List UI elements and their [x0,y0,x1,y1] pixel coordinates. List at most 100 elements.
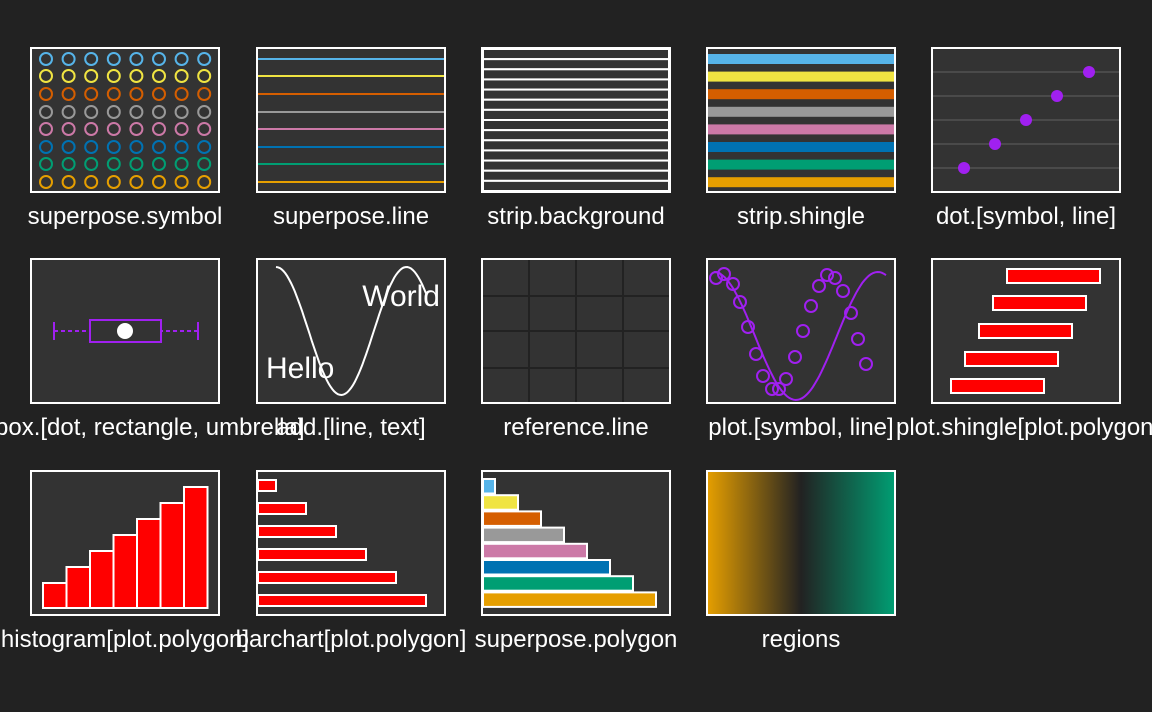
dot-point [989,138,1001,150]
strip-shingle-panel [706,47,896,193]
histogram-bar [112,534,138,609]
strip-background-strip [482,179,670,193]
reference-line-label: reference.line [503,414,649,441]
plot-symbol [709,271,723,285]
reference-grid-lines [483,260,669,402]
plot-symbol [756,369,770,383]
dot-symbol-line-label: dot.[symbol, line] [935,203,1117,230]
barchart-bar [257,571,397,584]
superpose-symbol-circle [197,157,212,171]
superpose-symbol-circle [174,157,189,171]
plot-symbol [851,332,865,346]
superpose-symbol-circle [39,157,53,171]
superpose-symbol-circles [39,52,212,189]
superpose-symbol-circle [106,105,121,119]
superpose-symbol-circle [129,157,144,171]
superpose-polygon-bar [482,478,496,495]
strip-background-strip [482,58,670,71]
superpose-symbol-circle [197,140,212,154]
box-median-dot [117,323,133,339]
strip-background-strips [482,48,670,193]
superpose-symbol-circle [174,69,189,83]
superpose-symbol-circle [39,105,53,119]
superpose-symbol-circle [174,122,189,136]
plot-symbol [772,382,786,396]
superpose-polygon-bar [482,559,611,576]
superpose-symbol-circle [129,105,144,119]
strip-shingle-band [708,124,894,135]
superpose-polygon-bar [482,575,634,592]
barchart-bar [257,502,307,515]
box-dot-rectangle-umbrella-label: box.[dot, rectangle, umbrella] [0,414,305,441]
add-line-text-panel: World Hello [256,258,446,404]
plot-symbol [836,284,850,298]
regions-gradient [706,470,896,616]
dot-point [958,162,970,174]
superpose-symbol-circle [152,69,166,83]
histogram-bar [183,486,209,609]
strip-background-panel [481,47,671,193]
histogram-bar [159,502,185,609]
dot-plot-lines-and-dots [933,66,1119,174]
add-text-hello: Hello [266,352,334,385]
plot-symbol [765,382,779,396]
strip-shingle-bands [708,54,894,188]
superpose-symbol-circle [152,157,166,171]
superpose-symbol-circle [39,69,53,83]
superpose-symbol-circle [152,52,166,66]
histogram-bar [136,518,162,609]
plot-symbols [709,267,873,396]
superpose-polygon-bar [482,591,657,608]
plot-symbol-line-panel [706,258,896,404]
add-text-world: World [362,280,440,313]
histogram-bar [89,550,115,609]
histogram-bars [42,486,209,609]
superpose-symbol-circle [106,175,121,189]
dot-point [1051,90,1063,102]
superpose-symbol-circle [129,87,144,101]
superpose-symbol-circle [84,105,99,119]
plot-shingle-bar [964,351,1059,367]
superpose-symbol-circle [197,175,212,189]
superpose-line-label: superpose.line [272,203,430,230]
superpose-symbol-circle [197,52,212,66]
strip-background-strip [482,48,670,61]
superpose-symbol-circle [84,157,99,171]
superpose-symbol-circle [84,140,99,154]
plot-symbol [804,299,818,313]
superpose-symbol-circle [152,87,166,101]
plot-shingle-label: plot.shingle[plot.polygon] [896,414,1152,441]
superpose-polygon-bar [482,494,519,511]
barchart-bar [257,548,367,561]
plot-symbol [741,320,755,334]
superpose-symbol-circle [197,87,212,101]
reference-line-panel [481,258,671,404]
superpose-symbol-circle [61,140,76,154]
dot-symbol-line-panel [931,47,1121,193]
strip-background-strip [482,129,670,142]
superpose-symbol-circle [174,105,189,119]
plot-symbol [812,279,826,293]
superpose-symbol-label: superpose.symbol [27,203,223,230]
superpose-polygon-bar [482,542,588,560]
superpose-symbol-circle [174,87,189,101]
superpose-line-panel [256,47,446,193]
superpose-symbol-circle [84,175,99,189]
dot-point [1083,66,1095,78]
plot-symbol [820,268,834,282]
superpose-symbol-circle [174,175,189,189]
superpose-symbol-circle [174,140,189,154]
strip-background-label: strip.background [487,203,665,230]
superpose-symbol-circle [84,122,99,136]
strip-background-strip [482,98,670,111]
box-umbrella-panel [30,258,220,404]
superpose-symbol-circle [129,52,144,66]
superpose-symbol-circle [106,52,121,66]
superpose-symbol-circle [84,69,99,83]
strip-background-strip [482,169,670,182]
superpose-symbol-circle [129,175,144,189]
plot-symbol [859,357,873,371]
superpose-symbol-circle [61,105,76,119]
plot-shingle-bar [1006,268,1101,284]
strip-shingle-band [708,106,894,117]
